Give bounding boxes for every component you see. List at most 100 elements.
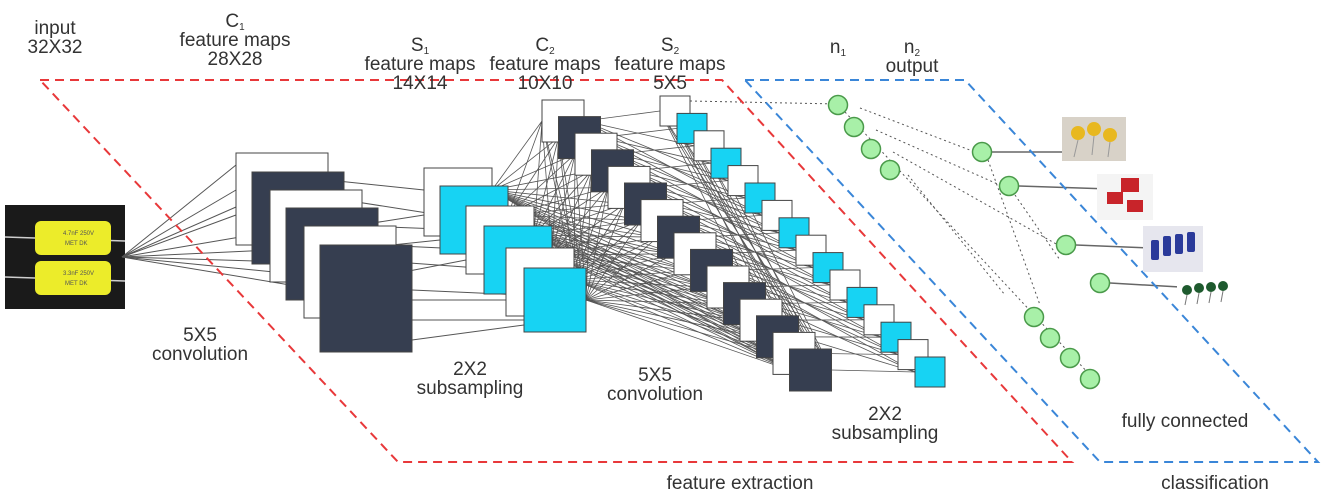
n1-node	[1039, 327, 1061, 349]
cap2-label-1: 3.3nF 250V	[63, 271, 94, 277]
red-box-capacitors-photo-icon	[1097, 174, 1153, 220]
s1-to-c2-line	[573, 203, 625, 281]
s1-to-c2-line	[533, 154, 576, 236]
s1-to-c2-line	[533, 170, 592, 236]
sub2-label: 2X2 subsampling	[831, 404, 939, 444]
s1-to-c2-line	[585, 299, 724, 304]
c2-to-s2-line	[659, 110, 750, 288]
n1-node	[879, 159, 901, 181]
c1-label: C1 feature maps 28X28	[179, 11, 291, 70]
s1-to-c2-line	[585, 299, 790, 371]
s1-to-c2-line	[491, 189, 642, 221]
feature-extraction-region	[37, 79, 1075, 463]
c2-label: C2 feature maps 10X10	[489, 35, 601, 94]
s1-to-c2-line	[585, 286, 708, 301]
s1-to-c2-line	[585, 170, 592, 301]
c1-map	[319, 244, 413, 353]
c2-to-s2-line	[831, 369, 916, 373]
c2-map	[789, 348, 832, 392]
s1-to-c2-line	[507, 137, 559, 216]
n1-label: n1	[829, 37, 847, 59]
n1-node	[1059, 347, 1081, 369]
s1-to-c2-line	[507, 120, 543, 216]
neuron-nodes	[827, 94, 1111, 390]
s1-to-c2-line	[551, 170, 592, 256]
blue-electrolytic-capacitors-photo-icon	[1143, 226, 1203, 272]
s1-label: S1 feature maps 14X14	[364, 35, 476, 94]
s1-to-c2-line	[585, 270, 691, 301]
s1-to-c2-line	[533, 234, 708, 288]
s1-to-c2-line	[585, 299, 774, 354]
output-photo-2	[1097, 174, 1153, 220]
s1-to-c2-line	[573, 279, 708, 288]
sub1-label: 2X2 subsampling	[416, 359, 524, 399]
input-to-c1-line	[121, 189, 237, 258]
conv1-label: 5X5 convolution	[151, 325, 249, 365]
feature-maps	[235, 95, 946, 392]
s1-to-c2-line	[573, 236, 658, 281]
n1-node	[1079, 368, 1101, 390]
n2-output-node	[971, 141, 993, 163]
n1-node	[827, 94, 849, 116]
s1-to-c2-line	[551, 254, 708, 288]
s2-to-n1-line	[689, 100, 839, 105]
s1-map	[523, 267, 587, 333]
s1-to-c2-line	[551, 203, 625, 256]
cap2-label-2: MET DK	[65, 281, 88, 287]
n1-to-n2-line	[892, 151, 1059, 246]
output-photo-4	[1177, 278, 1233, 306]
n1-node	[860, 138, 882, 160]
s1-to-c2-line	[533, 234, 675, 255]
s2-label: S2 feature maps 5X5	[614, 35, 726, 94]
c1-to-s1-line	[411, 324, 525, 341]
feature-extraction-label: feature extraction	[666, 473, 814, 494]
c2-to-s2-line	[676, 128, 832, 371]
n1-to-n2-line	[1014, 194, 1061, 261]
n2-output-node	[1089, 272, 1111, 294]
conv2-label: 5X5 convolution	[606, 365, 704, 405]
s1-to-c2-line	[533, 137, 559, 236]
n1-to-n2-line	[907, 174, 1006, 296]
output-photo-3	[1143, 226, 1203, 272]
s2-map	[761, 199, 793, 231]
c2-to-s2-line	[659, 110, 816, 354]
s1-to-c2-line	[551, 254, 691, 271]
s1-to-c2-line	[507, 153, 576, 216]
cap1-label-1: 4.7nF 250V	[63, 231, 94, 237]
s1-to-c2-line	[585, 236, 658, 301]
s1-to-c2-line	[573, 279, 757, 338]
s1-to-c2-line	[585, 187, 609, 301]
input-to-c1-line	[121, 199, 253, 258]
input-capacitor-photo: 4.7nF 250V MET DK 3.3nF 250V MET DK	[4, 205, 126, 309]
output-photo-1	[1062, 117, 1126, 161]
classification-region	[742, 79, 1321, 463]
s1-to-c2-line	[585, 299, 757, 338]
n1-node	[843, 116, 865, 138]
yellow-disc-capacitors-photo-icon	[1062, 117, 1126, 161]
yellow-capacitors-photo-icon: 4.7nF 250V MET DK 3.3nF 250V MET DK	[4, 205, 126, 309]
classification-label: classification	[1161, 473, 1269, 494]
n2-to-output-line	[1075, 244, 1151, 249]
green-ceramic-capacitors-photo-icon	[1177, 278, 1233, 306]
n2-to-output-line	[1109, 282, 1181, 288]
s1-to-c2-line	[551, 254, 774, 354]
s2-map	[914, 356, 946, 388]
s1-to-c2-line	[585, 220, 642, 301]
s1-to-c2-line	[491, 137, 559, 191]
n2-label: n2 output	[885, 37, 939, 77]
s1-to-c2-line	[585, 203, 625, 301]
s1-to-c2-line	[551, 154, 576, 256]
s1-to-c2-line	[573, 279, 790, 371]
input-to-c1-line	[121, 249, 271, 258]
s1-to-c2-line	[585, 299, 741, 321]
n1-to-n2-line	[987, 159, 1041, 306]
n2-output-node	[1055, 234, 1077, 256]
s1-to-c2-line	[573, 279, 724, 304]
input-to-c1-line	[121, 164, 237, 258]
input-label: input 32X32	[27, 18, 83, 58]
s1-to-c2-line	[551, 254, 790, 371]
s1-to-c2-line	[533, 234, 658, 238]
s1-to-c2-line	[573, 270, 691, 281]
region-boxes	[37, 79, 1321, 463]
